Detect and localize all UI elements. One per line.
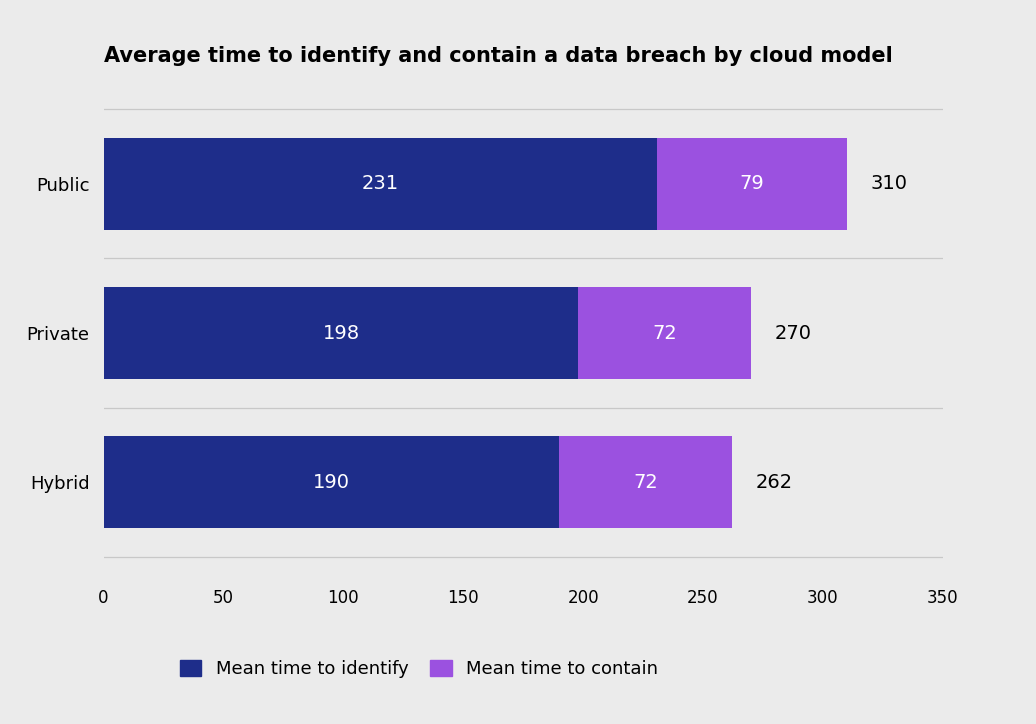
Text: 270: 270: [775, 324, 812, 342]
Text: 262: 262: [755, 473, 793, 492]
Bar: [104, 436, 559, 529]
Bar: [658, 138, 846, 230]
Text: 79: 79: [740, 174, 765, 193]
Text: 310: 310: [871, 174, 908, 193]
Legend: Mean time to identify, Mean time to contain: Mean time to identify, Mean time to cont…: [180, 660, 659, 678]
Text: Average time to identify and contain a data breach by cloud model: Average time to identify and contain a d…: [104, 46, 892, 66]
Text: 198: 198: [322, 324, 359, 342]
Text: 231: 231: [362, 174, 399, 193]
Bar: [104, 138, 658, 230]
Text: 190: 190: [313, 473, 350, 492]
Bar: [104, 287, 578, 379]
Bar: [559, 436, 731, 529]
Text: 72: 72: [633, 473, 658, 492]
Text: 72: 72: [653, 324, 677, 342]
Bar: [578, 287, 751, 379]
